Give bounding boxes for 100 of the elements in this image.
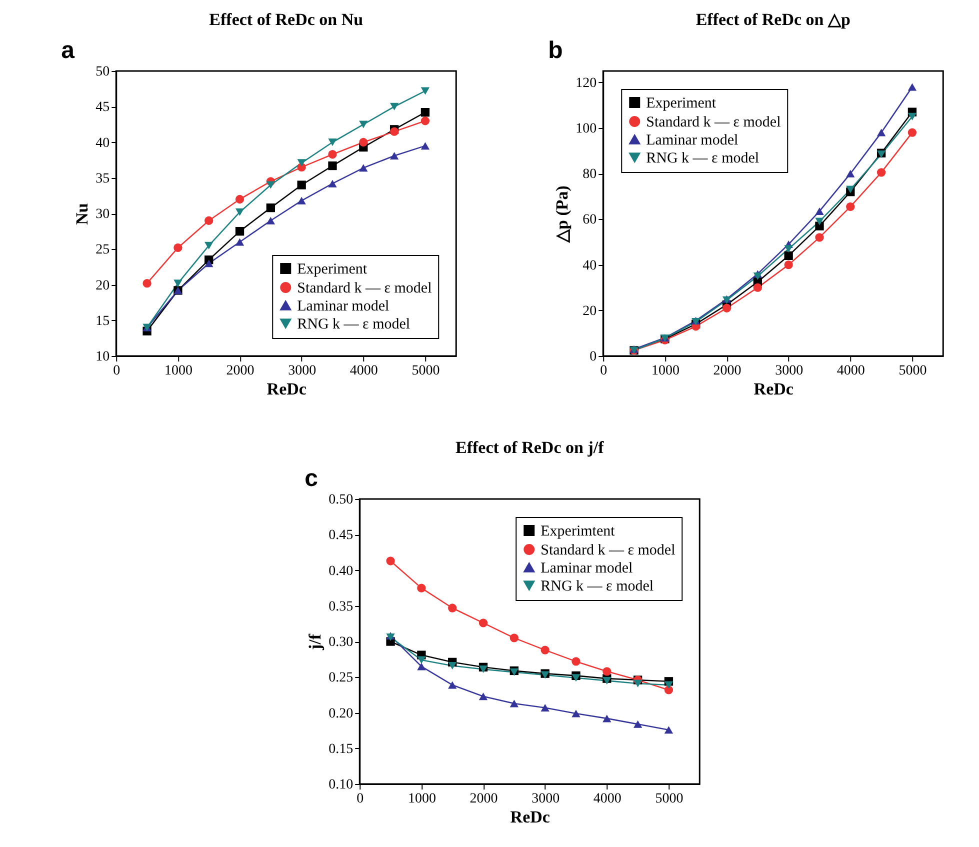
point [174,280,182,288]
legend-label: Laminar model [540,560,633,576]
y-tick-label: 45 [96,100,110,116]
x-tick-label: 0 [356,792,364,806]
y-tick-label: 100 [576,122,597,136]
text: a [61,37,76,64]
y-axis-title: △p (Pa) [552,186,572,244]
point [390,102,399,110]
y-tick-label: 0.40 [328,564,354,579]
x-tick-label: 2000 [713,364,742,378]
point [815,218,824,226]
point [420,142,430,150]
point [266,216,275,224]
point [510,700,518,708]
point [815,207,824,215]
legend-label: Standard k — ε model [540,542,676,558]
point [328,150,337,159]
point [602,714,612,722]
y-tick-label: 0.50 [328,492,354,508]
point [417,662,426,670]
point [908,128,917,137]
y-tick-label: 35 [96,171,110,186]
point [235,226,244,236]
y-tick-label: 20 [96,278,110,294]
point [664,681,674,689]
legend-label: Experiment [297,262,368,278]
point [784,251,793,260]
x-tick-label: 3000 [775,364,804,378]
y-tick-label: 10 [96,350,110,364]
point [815,222,824,230]
point [142,279,152,288]
legend-label: Standard k — ε model [646,114,781,130]
legend-label: RNG k — ε model [646,150,760,166]
point [448,662,457,670]
point [417,584,426,592]
x-axis-title: ReDc [754,380,794,398]
point [297,180,306,190]
x-tick-label: 4000 [593,792,622,806]
x-axis-title: ReDc [266,380,307,398]
y-axis-title: Nu [72,203,92,225]
point [478,666,488,674]
point [664,686,674,694]
point [815,233,824,242]
x-tick-label: 0 [600,364,608,378]
point [478,618,488,628]
x-tick-label: 1000 [651,364,680,378]
point [204,260,214,268]
point [266,181,275,189]
point [722,304,732,312]
point [266,203,275,212]
x-tick-label: 3000 [288,364,316,378]
y-tick-label: 0.15 [328,742,354,757]
x-tick-label: 4000 [836,364,865,378]
point [908,112,917,120]
x-tick-label: 2000 [470,792,498,806]
point [572,657,580,666]
x-tick-label: 1000 [408,792,436,806]
point [633,680,642,688]
y-tick-label: 0.45 [328,528,354,544]
point [235,194,244,204]
point [448,604,457,612]
chart-title: Effect of ReDc on Nu [209,10,364,29]
point [235,208,244,216]
x-tick-label: 0 [113,364,120,378]
legend-label: Experiment [646,96,717,112]
y-tick-label: 15 [96,314,110,329]
point [204,216,214,225]
y-tick-label: 60 [582,212,597,228]
point [846,170,855,178]
chart-title: Effect of ReDc on △p [696,10,850,29]
text: c [304,465,318,492]
point [328,180,337,188]
point [420,87,430,95]
point [633,720,642,728]
point [328,161,337,170]
y-tick-label: 25 [96,242,110,258]
point [908,83,917,91]
y-tick-label: 40 [582,258,597,274]
point [359,164,368,172]
y-tick-label: 50 [96,64,110,80]
x-tick-label: 3000 [532,792,560,806]
point [359,138,368,147]
point [510,634,518,642]
y-tick-label: 0.35 [328,599,354,614]
point [174,243,182,252]
y-tick-label: 20 [582,304,597,319]
y-tick-label: 0.25 [328,670,354,686]
point [846,186,855,194]
x-tick-label: 2000 [226,364,254,378]
y-tick-label: 0.30 [328,635,354,650]
point [204,242,214,250]
point [784,260,793,270]
y-tick-label: 120 [576,76,597,91]
y-tick-label: 0.20 [328,706,354,722]
x-tick-label: 5000 [898,364,927,378]
point [540,704,550,712]
point [420,108,430,117]
y-tick-label: 0 [590,350,597,364]
chart-title: Effect of ReDc on j/f [456,438,604,457]
point [572,674,580,682]
